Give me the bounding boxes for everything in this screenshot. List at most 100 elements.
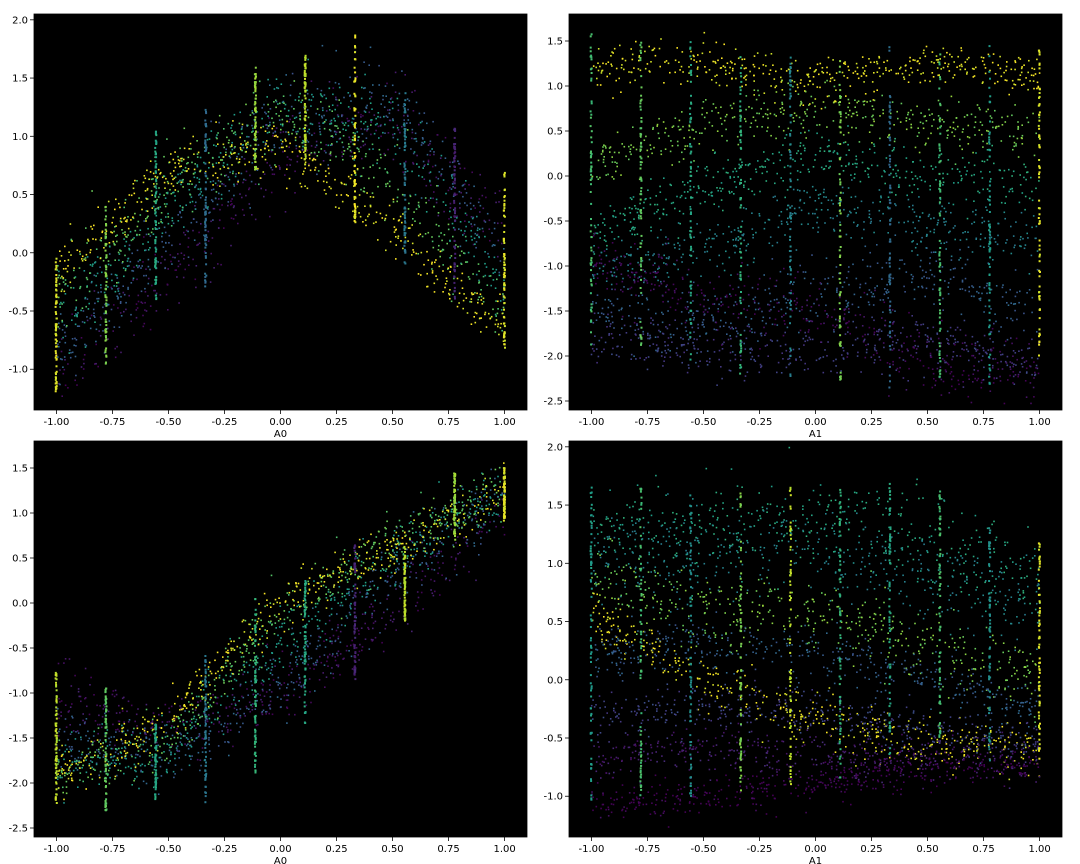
scatter-point [57, 356, 59, 358]
scatter-point [218, 156, 220, 158]
scatter-point [452, 195, 455, 197]
scatter-point [782, 180, 784, 182]
scatter-point [919, 57, 921, 59]
scatter-point [64, 331, 66, 334]
scatter-point [473, 316, 475, 318]
scatter-point [726, 333, 728, 335]
scatter-point [986, 142, 988, 145]
scatter-point [737, 236, 740, 238]
scatter-point [623, 145, 626, 148]
scatter-point [172, 222, 175, 225]
scatter-point [612, 97, 614, 99]
strip-point [353, 80, 356, 83]
scatter-point [727, 159, 729, 161]
scatter-point [832, 217, 834, 220]
scatter-point [612, 52, 614, 54]
scatter-point [903, 76, 905, 78]
scatter-point [701, 324, 704, 326]
scatter-point [241, 144, 244, 146]
scatter-point [759, 363, 762, 366]
scatter-point [616, 298, 619, 300]
scatter-point [128, 194, 131, 196]
scatter-point [968, 290, 970, 293]
scatter-point [945, 210, 947, 213]
scatter-point [819, 62, 822, 65]
scatter-point [396, 124, 398, 127]
scatter-point [307, 58, 309, 61]
scatter-point [75, 313, 77, 315]
scatter-point [828, 160, 831, 162]
scatter-point [950, 211, 952, 214]
scatter-point [350, 174, 353, 176]
scatter-point [69, 223, 72, 225]
strip-point [254, 122, 257, 125]
scatter-point [388, 204, 391, 207]
scatter-point [212, 166, 215, 168]
scatter-point [854, 106, 856, 108]
scatter-point [648, 45, 650, 48]
scatter-point [885, 157, 888, 159]
scatter-point [816, 63, 819, 66]
scatter-point [94, 321, 96, 323]
scatter-point [111, 279, 113, 282]
scatter-point [620, 174, 622, 176]
scatter-point [821, 136, 823, 139]
strip-point [104, 228, 107, 231]
scatter-point [326, 181, 328, 184]
scatter-point [799, 104, 801, 107]
scatter-point [432, 246, 435, 249]
scatter-point [641, 239, 643, 242]
scatter-point [979, 238, 982, 241]
scatter-point [980, 56, 983, 59]
scatter-point [100, 286, 102, 289]
scatter-point [370, 121, 372, 123]
scatter-point [946, 109, 949, 112]
scatter-point [89, 272, 91, 274]
scatter-point [1027, 71, 1029, 74]
scatter-point [715, 235, 718, 237]
scatter-point [987, 108, 989, 111]
scatter-point [186, 162, 188, 165]
scatter-point [199, 169, 202, 172]
scatter-point [848, 102, 851, 104]
scatter-point [628, 158, 630, 161]
scatter-point [380, 135, 382, 138]
scatter-point [199, 188, 202, 191]
scatter-point [142, 181, 145, 184]
scatter-point [964, 68, 966, 71]
strip-point [503, 296, 506, 299]
scatter-point [1001, 286, 1004, 289]
scatter-point [671, 126, 674, 128]
scatter-point [270, 191, 273, 194]
scatter-point [132, 279, 134, 281]
scatter-point [891, 191, 893, 194]
scatter-point [154, 209, 156, 212]
scatter-point [350, 151, 353, 153]
scatter-point [887, 136, 889, 138]
scatter-point [325, 144, 327, 146]
scatter-point [741, 64, 744, 67]
scatter-point [692, 341, 694, 344]
scatter-point [944, 280, 946, 282]
scatter-point [679, 222, 681, 225]
strip-point [353, 179, 356, 181]
scatter-point [231, 203, 233, 205]
scatter-point [780, 111, 782, 113]
scatter-point [714, 233, 716, 235]
scatter-point [379, 125, 382, 127]
strip-point [104, 312, 107, 315]
scatter-point [408, 202, 410, 205]
scatter-point [143, 236, 145, 238]
scatter-point [738, 277, 741, 280]
scatter-point [971, 67, 974, 70]
scatter-point [796, 189, 799, 191]
scatter-point [59, 277, 62, 279]
scatter-point [318, 151, 320, 153]
scatter-point [260, 187, 262, 190]
scatter-point [952, 268, 955, 270]
scatter-point [242, 146, 245, 149]
scatter-point [75, 299, 78, 302]
scatter-point [442, 264, 444, 266]
scatter-point [828, 145, 830, 147]
scatter-point [604, 224, 606, 226]
